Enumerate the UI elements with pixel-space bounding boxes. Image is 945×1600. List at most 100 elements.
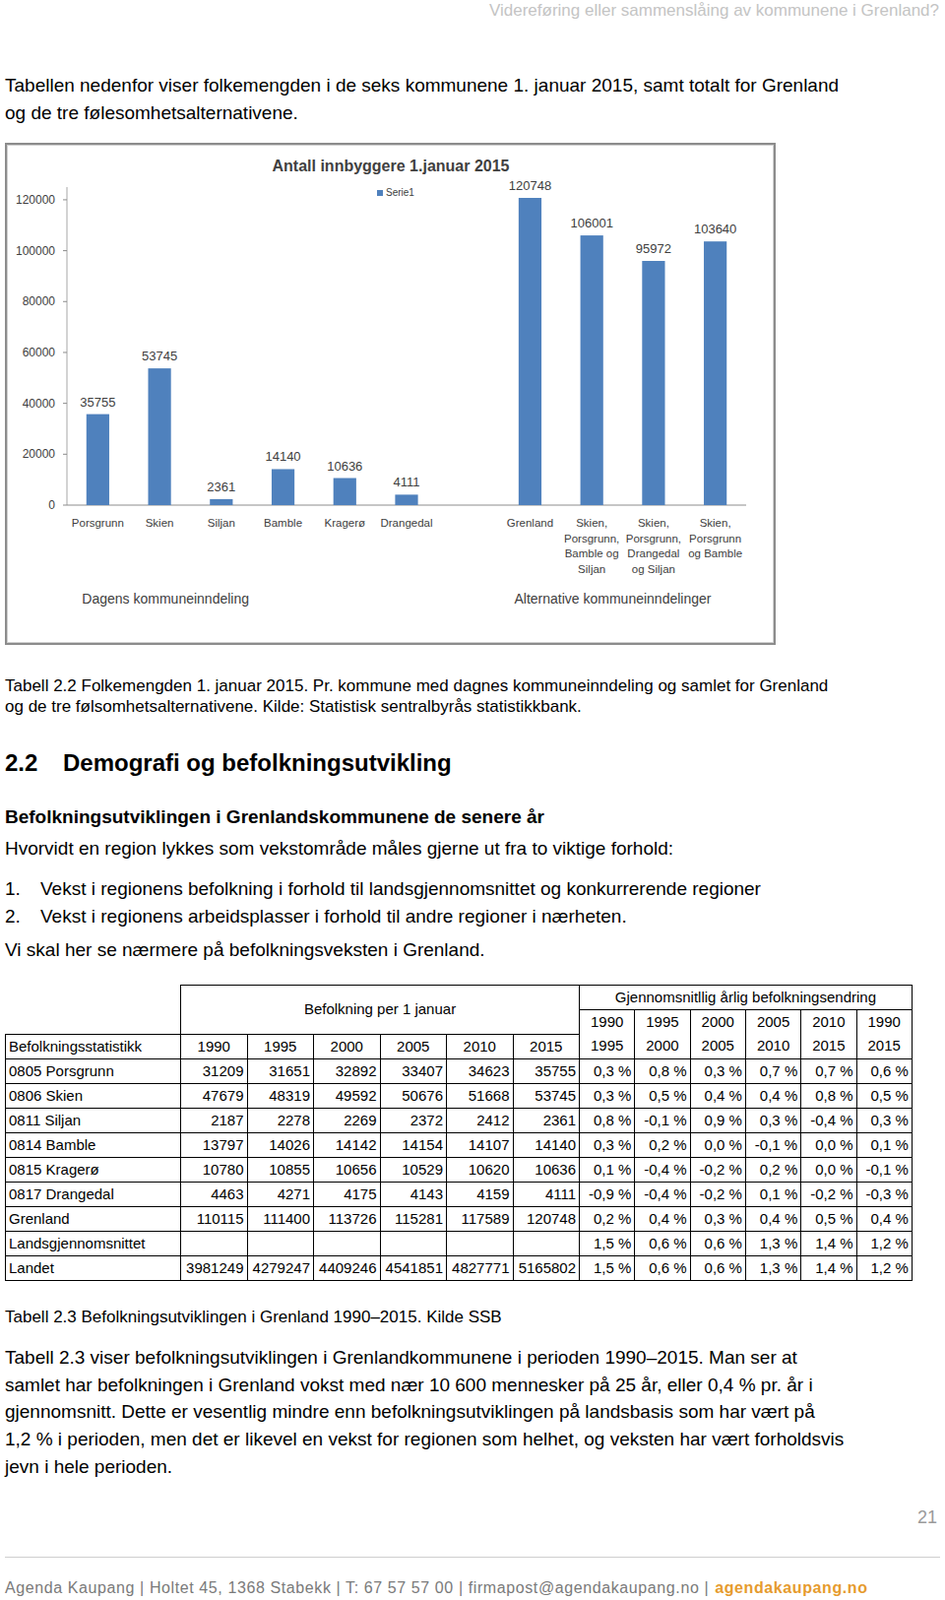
x-tick-label-line: Porsgrunn [689, 532, 742, 545]
bars [86, 197, 727, 505]
y-tick [63, 402, 67, 404]
table-caption: Tabell 2.3 Befolkningsutviklingen i Gren… [4, 1306, 503, 1327]
table-cell: 0,7 % [801, 1058, 857, 1083]
table-cell: 113726 [314, 1205, 381, 1231]
table-row: Grenland11011511140011372611528111758912… [5, 1205, 913, 1231]
x-tick-label: Kragerø [323, 516, 366, 529]
table-period-start: 2010 [801, 1009, 857, 1035]
y-tick [63, 453, 67, 455]
x-tick-label: Grenland [506, 516, 554, 529]
table-cell: 53745 [512, 1082, 580, 1108]
table-row-label: 0805 Porsgrunn [5, 1058, 182, 1083]
table-row: 0815 Kragerø1078010855106561052910620106… [5, 1156, 913, 1182]
footer-rule [4, 1556, 941, 1558]
data-label: 103640 [693, 221, 737, 237]
y-tick-label: 20000 [22, 446, 57, 461]
y-tick-label: 100000 [15, 244, 56, 258]
table-cell: 0,3 % [690, 1058, 746, 1083]
x-tick-label-line: Skien, [699, 516, 732, 529]
table-cell: 14026 [247, 1132, 315, 1157]
page: Videreføring eller sammenslåing av kommu… [0, 0, 945, 1600]
x-tick-label-line: Porsgrunn [71, 516, 125, 529]
x-tick-label-line: Porsgrunn, [564, 532, 620, 545]
table-cell: -0,2 % [690, 1156, 746, 1182]
intro-line: Tabellen nedenfor viser folkemengden i d… [4, 74, 839, 97]
table-period-start: 2000 [690, 1009, 746, 1035]
table-cell: 2278 [247, 1107, 315, 1133]
table-cell [314, 1230, 381, 1256]
x-tick-label-line: Skien, [575, 516, 608, 529]
table-cell: 10780 [181, 1156, 249, 1182]
section-title: Demografi og befolkningsutvikling [63, 749, 452, 777]
table-cell: 0,1 % [856, 1132, 912, 1157]
table-cell: -0,2 % [801, 1181, 857, 1206]
y-tick-label: 80000 [22, 294, 57, 309]
table-cell: 14154 [379, 1132, 447, 1157]
table-cell: 0,3 % [856, 1107, 912, 1133]
legend-swatch [377, 189, 383, 196]
table-cell: 1,3 % [745, 1255, 801, 1280]
body-line: gjennomsnitt. Dette er vesentlig mindre … [4, 1400, 816, 1423]
body-line: samlet har befolkningen i Grenland vokst… [4, 1374, 814, 1396]
table-cell: 0,1 % [745, 1181, 801, 1206]
bar [147, 368, 171, 505]
x-tick-label: Drangedal [379, 516, 433, 529]
bar [86, 414, 110, 505]
table-cell: 10855 [247, 1156, 315, 1182]
table-cell: 120748 [512, 1205, 580, 1231]
table-cell: 1,4 % [801, 1230, 857, 1256]
table-cell: 0,0 % [801, 1132, 857, 1157]
bar [333, 478, 357, 505]
table-cell: 4111 [512, 1181, 580, 1206]
table-cell: 4827771 [446, 1255, 514, 1280]
table-row-label: 0811 Siljan [5, 1107, 182, 1133]
table-cell: 31651 [247, 1058, 315, 1083]
list-marker: 1. [4, 878, 21, 900]
table-cell [512, 1230, 580, 1256]
table-row-label: 0817 Drangedal [5, 1181, 182, 1206]
table-period-end: 2015 [856, 1033, 912, 1059]
table-row: Landsgjennomsnittet1,5 %0,6 %0,6 %1,3 %1… [5, 1230, 913, 1256]
data-label: 95972 [635, 241, 672, 256]
table-cell: 14142 [314, 1132, 381, 1157]
table-cell: 0,1 % [579, 1156, 635, 1182]
population-table: Befolkning per 1 januarGjennomsnitllig å… [4, 984, 913, 1281]
y-tick [63, 351, 67, 353]
y-tick-label: 0 [48, 498, 56, 512]
table-cell: 0,2 % [634, 1132, 691, 1157]
table-cell: 115281 [379, 1205, 447, 1231]
table-period-start: 1995 [634, 1009, 691, 1035]
table-cell: 10636 [512, 1156, 580, 1182]
table-cell: 0,5 % [634, 1082, 691, 1108]
table-year: 1995 [247, 1033, 315, 1059]
table-year: 2005 [379, 1033, 447, 1059]
table-cell: 110115 [181, 1205, 249, 1231]
table-period-end: 2015 [801, 1033, 857, 1059]
annotation: Alternative kommuneinndelinger [513, 590, 711, 607]
table-year: 2015 [512, 1033, 580, 1059]
footer-site: agendakaupang.no [714, 1578, 868, 1596]
list-text: Vekst i regionens befolkning i forhold t… [40, 878, 761, 900]
table-cell: 14107 [446, 1132, 514, 1157]
chart-caption-line: og de tre følsomhetsalternativene. Kilde… [4, 695, 582, 717]
x-tick-label-line: og Bamble [688, 547, 743, 560]
table-cell: 0,7 % [745, 1058, 801, 1083]
table-year: 1990 [181, 1033, 249, 1059]
x-tick-label-line: Skien [145, 516, 175, 529]
x-tick-label: Skien [145, 516, 175, 529]
table-year: 2000 [314, 1033, 381, 1059]
table-cell: 1,5 % [579, 1255, 635, 1280]
x-tick-label-line: Bamble og [565, 547, 620, 560]
x-tick-label: Porsgrunn [71, 516, 125, 529]
section-number: 2.2 [4, 749, 38, 777]
table-cell: -0,3 % [856, 1181, 912, 1206]
table-cell [247, 1230, 315, 1256]
table-cell: 50676 [379, 1082, 447, 1108]
x-tick-label: Skien,Porsgrunn,Bamble ogSiljan [564, 516, 620, 575]
x-tick-label-line: Drangedal [627, 547, 680, 560]
table-cell: 0,6 % [634, 1255, 691, 1280]
table-cell: 0,4 % [690, 1082, 746, 1108]
bar [394, 494, 418, 505]
table-row-label: Grenland [5, 1205, 182, 1231]
table-cell: 4159 [446, 1181, 514, 1206]
